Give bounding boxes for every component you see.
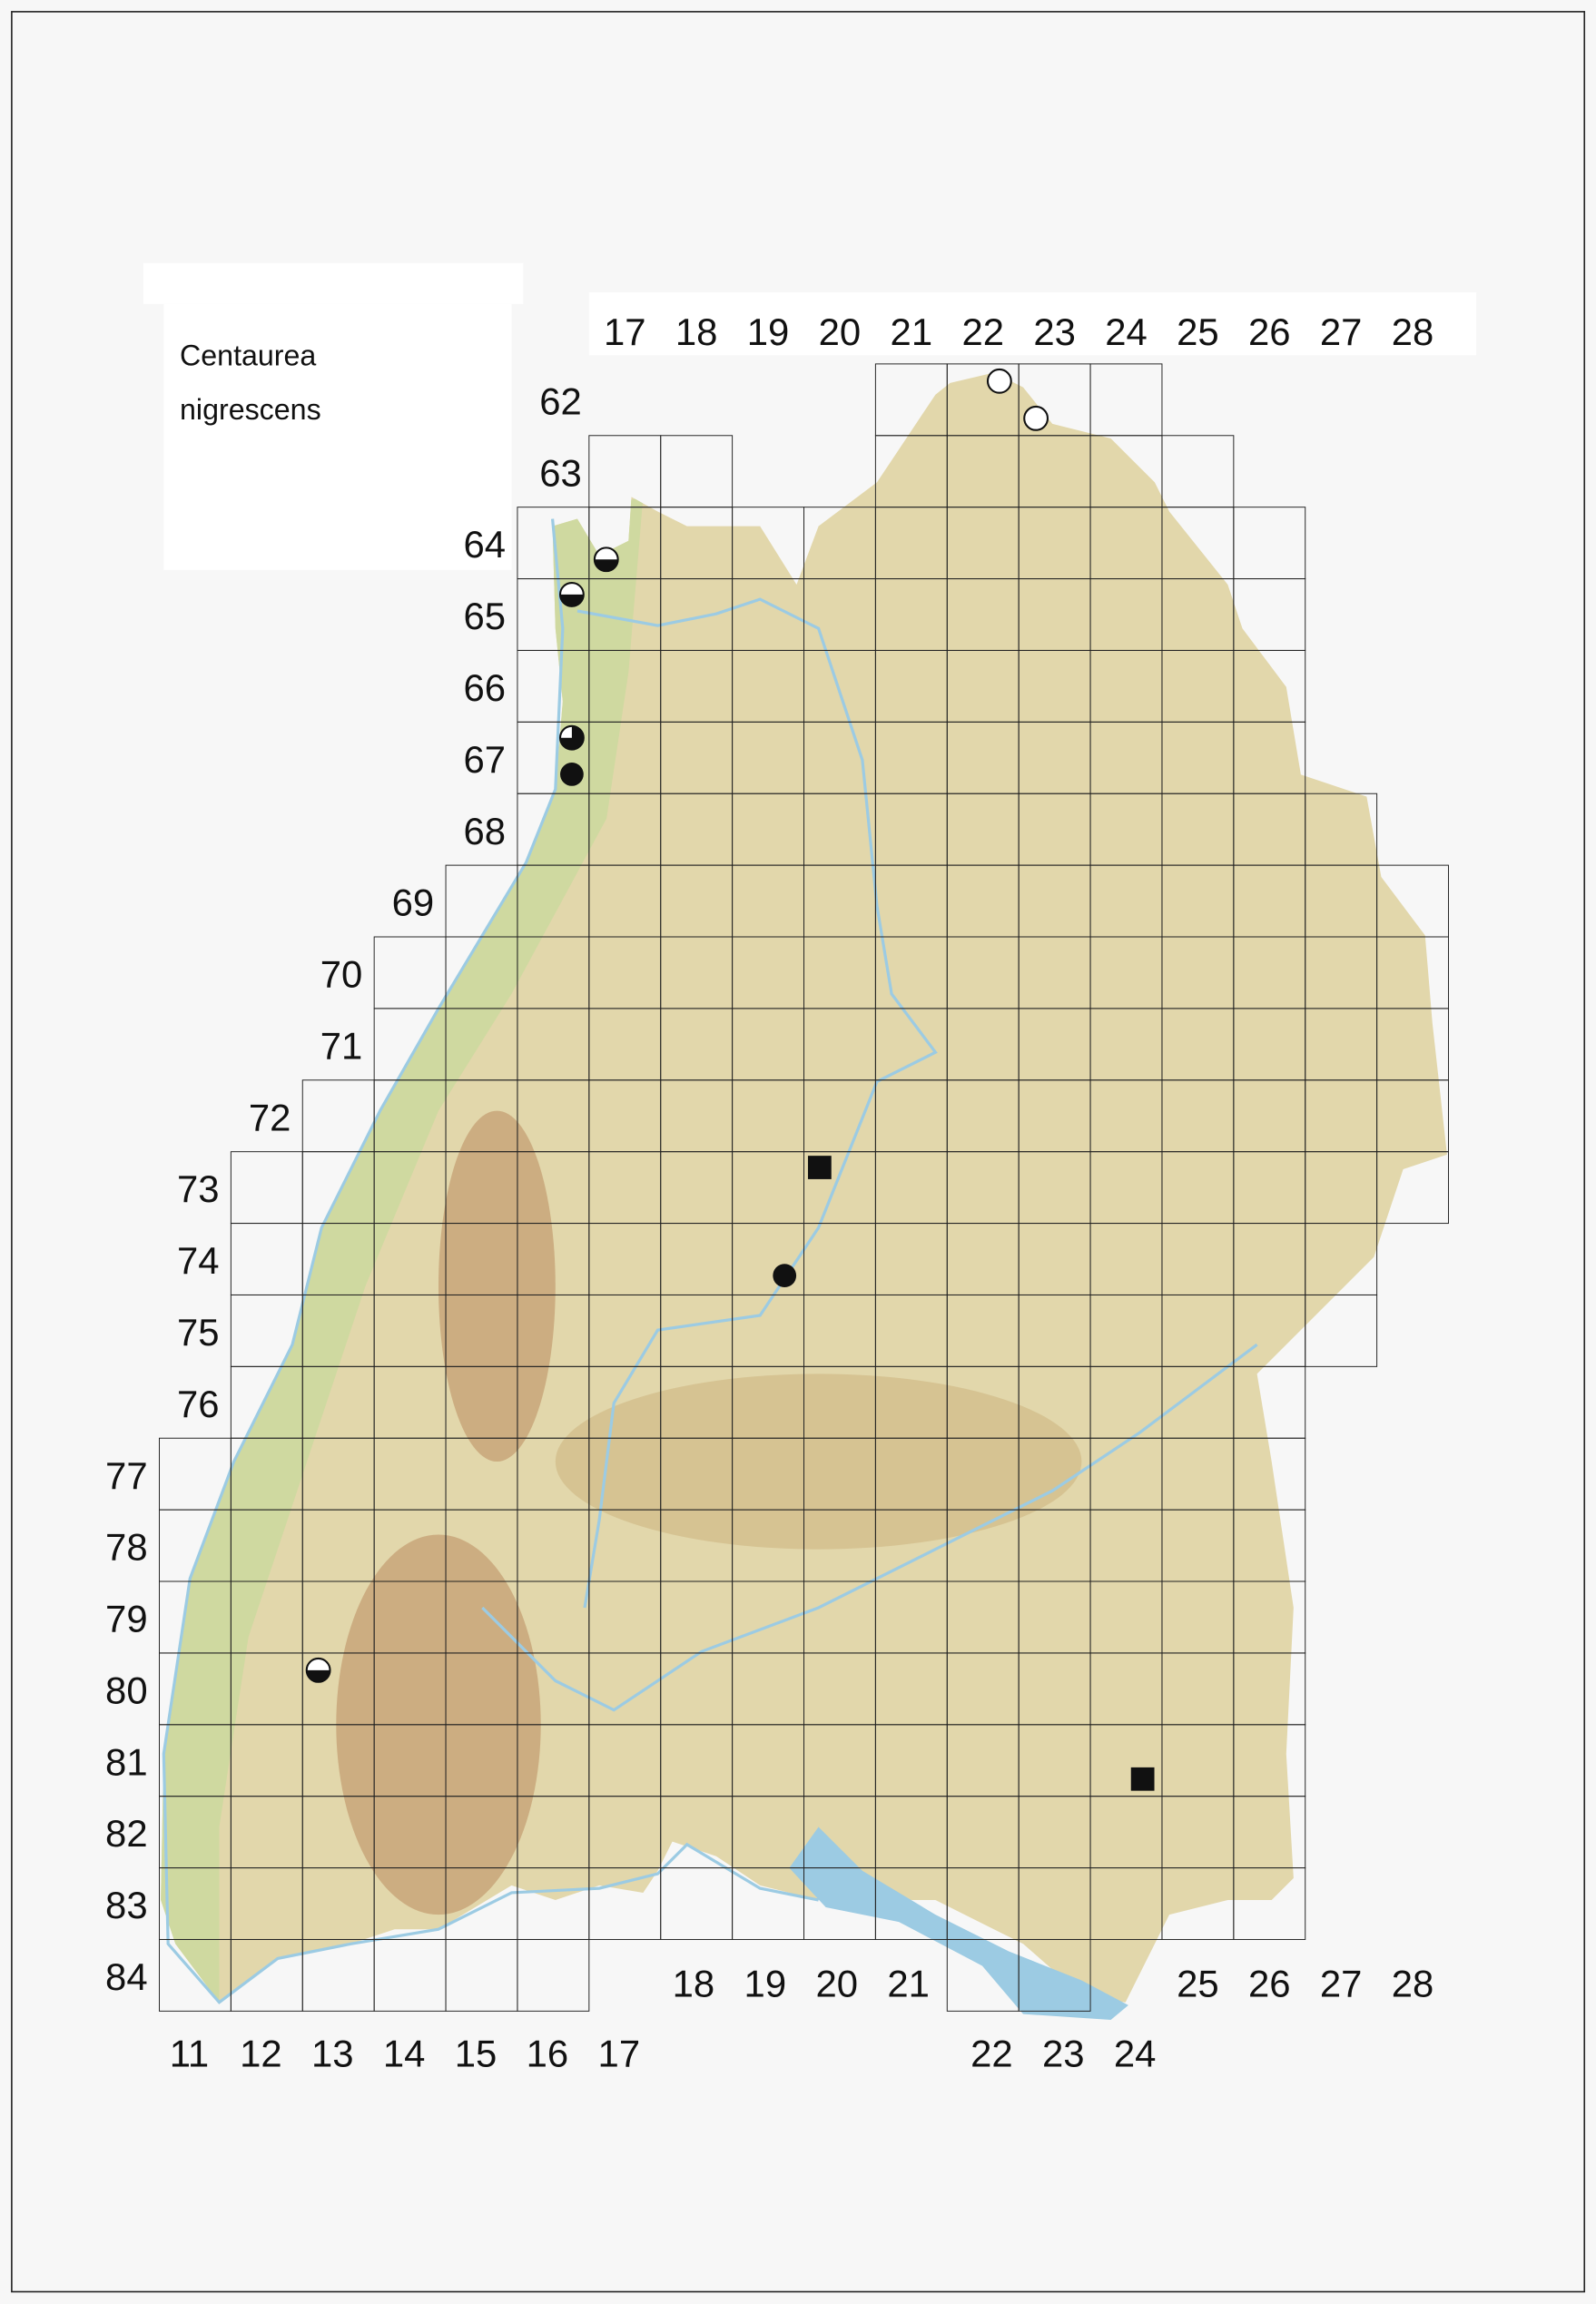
half-circle-marker <box>558 581 585 607</box>
rhine-river <box>162 518 819 2004</box>
column-label-bottom: 14 <box>383 2033 426 2075</box>
occurrence-markers <box>305 368 1155 1791</box>
column-label: 27 <box>1320 310 1363 353</box>
legend-box-top <box>143 262 524 304</box>
column-label-bottom: 16 <box>527 2033 569 2075</box>
row-label: 80 <box>105 1669 148 1711</box>
row-label: 81 <box>105 1740 148 1783</box>
row-label: 70 <box>320 953 363 996</box>
column-label: 25 <box>1177 310 1219 353</box>
column-label: 18 <box>675 310 718 353</box>
column-label-bottom: 23 <box>1042 2033 1085 2075</box>
row-label: 76 <box>177 1383 220 1425</box>
grid <box>159 363 1449 2012</box>
column-label: 20 <box>819 310 862 353</box>
row-label: 84 <box>105 1955 148 1998</box>
column-label-bottom: 19 <box>744 1962 787 2004</box>
column-label-bottom: 18 <box>673 1962 715 2004</box>
open-circle-marker <box>986 368 1012 394</box>
column-label: 21 <box>891 310 933 353</box>
swabian-jura <box>555 1374 1082 1550</box>
column-label-bottom: 27 <box>1320 1962 1363 2004</box>
row-label: 83 <box>105 1884 148 1926</box>
grid-cell <box>1376 1151 1449 1225</box>
column-label-bottom: 21 <box>887 1962 930 2004</box>
grid-cell <box>1305 1294 1378 1367</box>
row-label: 68 <box>463 810 506 852</box>
grid-labels: 17 18 19 20 21 22 23 24 25 26 27 28 62 63 64 65 66 67 68 69… <box>105 310 1433 2075</box>
black-forest-north <box>438 1110 556 1462</box>
species-name-line1: Centaurea <box>180 340 316 372</box>
column-label-bottom: 11 <box>170 2033 209 2075</box>
grid-cell <box>517 1938 590 2012</box>
species-name-line2: nigrescens <box>180 393 321 426</box>
column-label: 23 <box>1033 310 1076 353</box>
row-label: 82 <box>105 1812 148 1855</box>
row-label: 65 <box>463 595 506 637</box>
half-circle-marker <box>593 546 619 573</box>
row-label: 69 <box>392 881 435 924</box>
filled-circle-marker <box>560 763 584 786</box>
column-label: 17 <box>604 310 646 353</box>
half-circle-marker <box>305 1657 331 1683</box>
column-label-bottom: 20 <box>815 1962 858 2004</box>
column-label: 19 <box>747 310 790 353</box>
column-label-bottom: 13 <box>311 2033 354 2075</box>
row-label: 62 <box>539 379 582 422</box>
row-label: 72 <box>249 1096 291 1138</box>
row-label: 75 <box>177 1311 220 1354</box>
row-label: 78 <box>105 1526 148 1569</box>
column-label-bottom: 12 <box>240 2033 282 2075</box>
column-label-bottom: 15 <box>455 2033 498 2075</box>
column-label-bottom: 25 <box>1177 1962 1219 2004</box>
filled-square-marker <box>1130 1767 1155 1791</box>
column-label: 28 <box>1392 310 1434 353</box>
legend-box <box>163 303 512 570</box>
danube-river <box>481 1343 1258 1712</box>
row-label: 74 <box>177 1239 220 1282</box>
row-label: 79 <box>105 1598 148 1640</box>
column-label-bottom: 22 <box>970 2033 1013 2075</box>
filled-circle-marker <box>773 1264 797 1288</box>
row-label: 66 <box>463 666 506 709</box>
neckar-river <box>576 597 938 1609</box>
filled-square-marker <box>807 1156 832 1179</box>
grid-cell <box>1233 1867 1306 1940</box>
rivers <box>162 518 1258 2004</box>
column-label-bottom: 24 <box>1114 2033 1157 2075</box>
column-label-bottom: 17 <box>598 2033 641 2075</box>
lake-constance <box>789 1826 1128 2021</box>
open-circle-marker <box>1023 405 1049 431</box>
column-label: 26 <box>1248 310 1291 353</box>
row-label: 67 <box>463 738 506 781</box>
row-label: 73 <box>177 1167 220 1210</box>
column-label-bottom: 26 <box>1248 1962 1291 2004</box>
column-label: 22 <box>961 310 1004 353</box>
row-label: 71 <box>320 1024 363 1067</box>
row-label: 63 <box>539 451 582 494</box>
row-label: 77 <box>105 1454 148 1497</box>
column-label: 24 <box>1105 310 1148 353</box>
three-quarter-circle-marker <box>558 724 585 751</box>
grid-cell <box>1018 1938 1091 2012</box>
column-label-bottom: 28 <box>1392 1962 1434 2004</box>
row-label: 64 <box>463 523 506 566</box>
top-label-bar <box>588 292 1477 356</box>
